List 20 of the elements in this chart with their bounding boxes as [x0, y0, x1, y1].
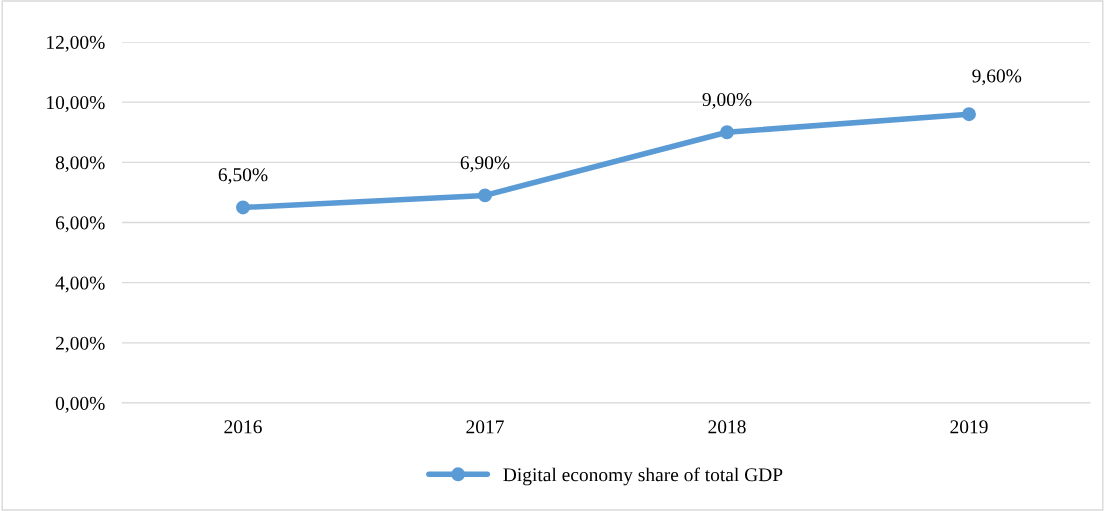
data-label: 6,90%: [460, 156, 510, 173]
x-tick-label: 2018: [708, 420, 746, 434]
data-label: 9,60%: [972, 69, 1022, 86]
legend-label: Digital economy share of total GDP: [503, 467, 783, 486]
x-tick-label: 2017: [466, 420, 504, 434]
y-tick-label: 0,00%: [55, 396, 105, 413]
data-label: 6,50%: [218, 168, 268, 185]
x-tick-label: 2019: [950, 420, 988, 434]
point: [720, 125, 734, 140]
y-tick-label: 2,00%: [55, 336, 105, 353]
y-tick-label: 10,00%: [47, 95, 105, 112]
y-tick-label: 8,00%: [55, 156, 105, 173]
y-tick-label: 12,00%: [47, 35, 105, 52]
point: [236, 200, 250, 215]
x-tick-label: 2016: [224, 420, 262, 434]
point: [962, 107, 976, 122]
point: [478, 188, 492, 203]
data-label: 9,00%: [702, 92, 752, 109]
y-tick-label: 6,00%: [55, 216, 105, 233]
y-tick-label: 4,00%: [55, 276, 105, 293]
